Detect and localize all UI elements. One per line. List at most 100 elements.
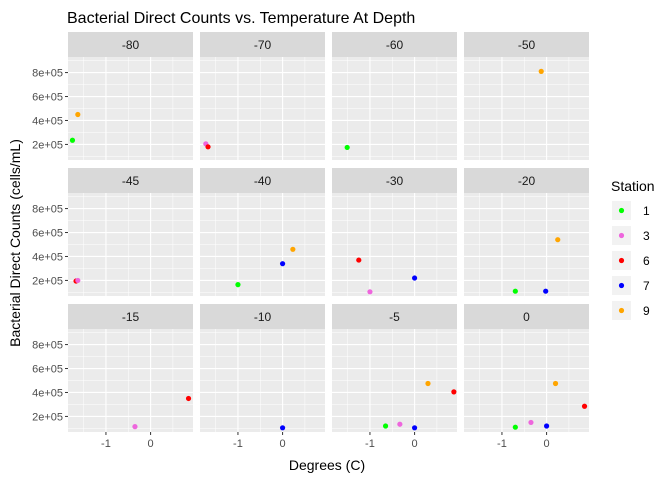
legend-label: 3: [643, 229, 650, 243]
facet-strip-label: -10: [254, 310, 272, 324]
data-point: [512, 288, 518, 294]
y-tick-label: 8e+05: [32, 204, 63, 216]
facet-strip-label: -80: [122, 38, 140, 52]
facet-strip: [464, 304, 589, 329]
facet-strip-label: -70: [254, 38, 272, 52]
facet-strip-label: 0: [523, 310, 530, 324]
facet-panel: -20: [464, 168, 589, 296]
facet-strip: [332, 304, 457, 329]
x-tick-label: -1: [101, 438, 111, 450]
facet-strip: [332, 168, 457, 193]
legend-marker: [618, 282, 625, 289]
legend-label: 1: [643, 204, 650, 218]
legend-marker: [618, 257, 625, 264]
x-tick-label: 0: [148, 438, 154, 450]
data-point: [132, 424, 138, 430]
data-point: [279, 425, 286, 431]
facet-panel: -60: [332, 32, 457, 160]
y-tick-label: 6e+05: [32, 92, 63, 104]
legend-label: 7: [643, 279, 650, 293]
legend-label: 9: [643, 304, 650, 318]
y-tick-label: 4e+05: [32, 251, 63, 263]
x-tick-label: -1: [365, 438, 375, 450]
data-point: [451, 389, 457, 395]
data-point: [543, 288, 549, 294]
legend-title: Station: [611, 178, 655, 194]
y-tick-label: 2e+05: [32, 411, 63, 423]
legend-label: 6: [643, 254, 650, 268]
y-axis-label: Bacterial Direct Counts (cells/mL): [7, 139, 23, 347]
data-point: [543, 423, 550, 429]
legend-marker: [618, 307, 625, 314]
y-tick-label: 4e+05: [32, 115, 63, 127]
facet-panel: -50: [464, 32, 589, 160]
data-point: [555, 237, 561, 243]
data-point: [75, 111, 81, 118]
x-tick-label: 0: [544, 438, 550, 450]
legend: Station 1 3 6 7 9: [611, 178, 655, 320]
legend-marker: [618, 207, 625, 214]
facet-strip-label: -45: [122, 174, 140, 188]
facet-strip: [200, 304, 325, 329]
data-point: [411, 425, 418, 431]
facet-strip-label: -20: [518, 174, 536, 188]
y-tick-label: 6e+05: [32, 228, 63, 240]
data-point: [382, 423, 389, 429]
x-tick-label: -1: [233, 438, 243, 450]
data-point: [344, 144, 350, 151]
facet-strip: [464, 32, 589, 57]
data-point: [69, 137, 76, 143]
y-tick-label: 2e+05: [32, 139, 63, 151]
y-tick-label: 2e+05: [32, 275, 63, 287]
facet-strip: [464, 168, 589, 193]
y-tick-label: 6e+05: [32, 364, 63, 376]
data-point: [581, 403, 588, 409]
data-point: [279, 261, 286, 267]
facet-strip-label: -60: [386, 38, 404, 52]
facet-strip: [68, 304, 193, 329]
x-tick-label: 0: [280, 438, 286, 450]
facet-panel: -10-1 0: [200, 304, 325, 450]
data-point: [512, 424, 518, 430]
facet-strip-label: -15: [122, 310, 140, 324]
data-point: [397, 421, 403, 427]
data-point: [538, 68, 544, 74]
data-point: [205, 144, 211, 150]
facet-strip: [68, 168, 193, 193]
facet-panel: -45 2e+05 4e+05 6e+05 8e+05: [32, 168, 193, 296]
data-point: [528, 419, 534, 426]
data-point: [356, 257, 362, 263]
facet-panel: -80 2e+05 4e+05 6e+05 8e+05: [32, 32, 193, 160]
x-tick-label: 0: [412, 438, 418, 450]
facet-strip-label: -5: [389, 310, 400, 324]
data-point: [411, 275, 418, 281]
data-point: [185, 395, 192, 402]
data-point: [552, 380, 559, 387]
data-point: [235, 282, 241, 288]
x-axis-label: Degrees (C): [289, 457, 365, 473]
facet-panel: -15 2e+05 4e+05 6e+05 8e+05 -1 0: [32, 304, 193, 450]
facet-strip: [200, 168, 325, 193]
facet-strip-label: -50: [518, 38, 536, 52]
facet-strip: [332, 32, 457, 57]
facet-strip-label: -40: [254, 174, 272, 188]
chart-title: Bacterial Direct Counts vs. Temperature …: [67, 10, 415, 27]
facet-panel: -30: [332, 168, 457, 296]
x-tick-label: -1: [497, 438, 507, 450]
y-tick-label: 8e+05: [32, 340, 63, 352]
facet-panel: -40: [200, 168, 325, 296]
y-tick-label: 8e+05: [32, 68, 63, 80]
data-point: [367, 289, 373, 295]
y-tick-label: 4e+05: [32, 387, 63, 399]
legend-marker: [618, 232, 625, 239]
facet-strip-label: -30: [386, 174, 404, 188]
data-point: [290, 246, 296, 252]
facet-panel: -70: [200, 32, 325, 160]
facet-strip: [200, 32, 325, 57]
data-point: [75, 277, 81, 284]
facet-panel: 0 -1 0: [464, 304, 589, 450]
facet-panel: -5 -1 0: [332, 304, 457, 450]
